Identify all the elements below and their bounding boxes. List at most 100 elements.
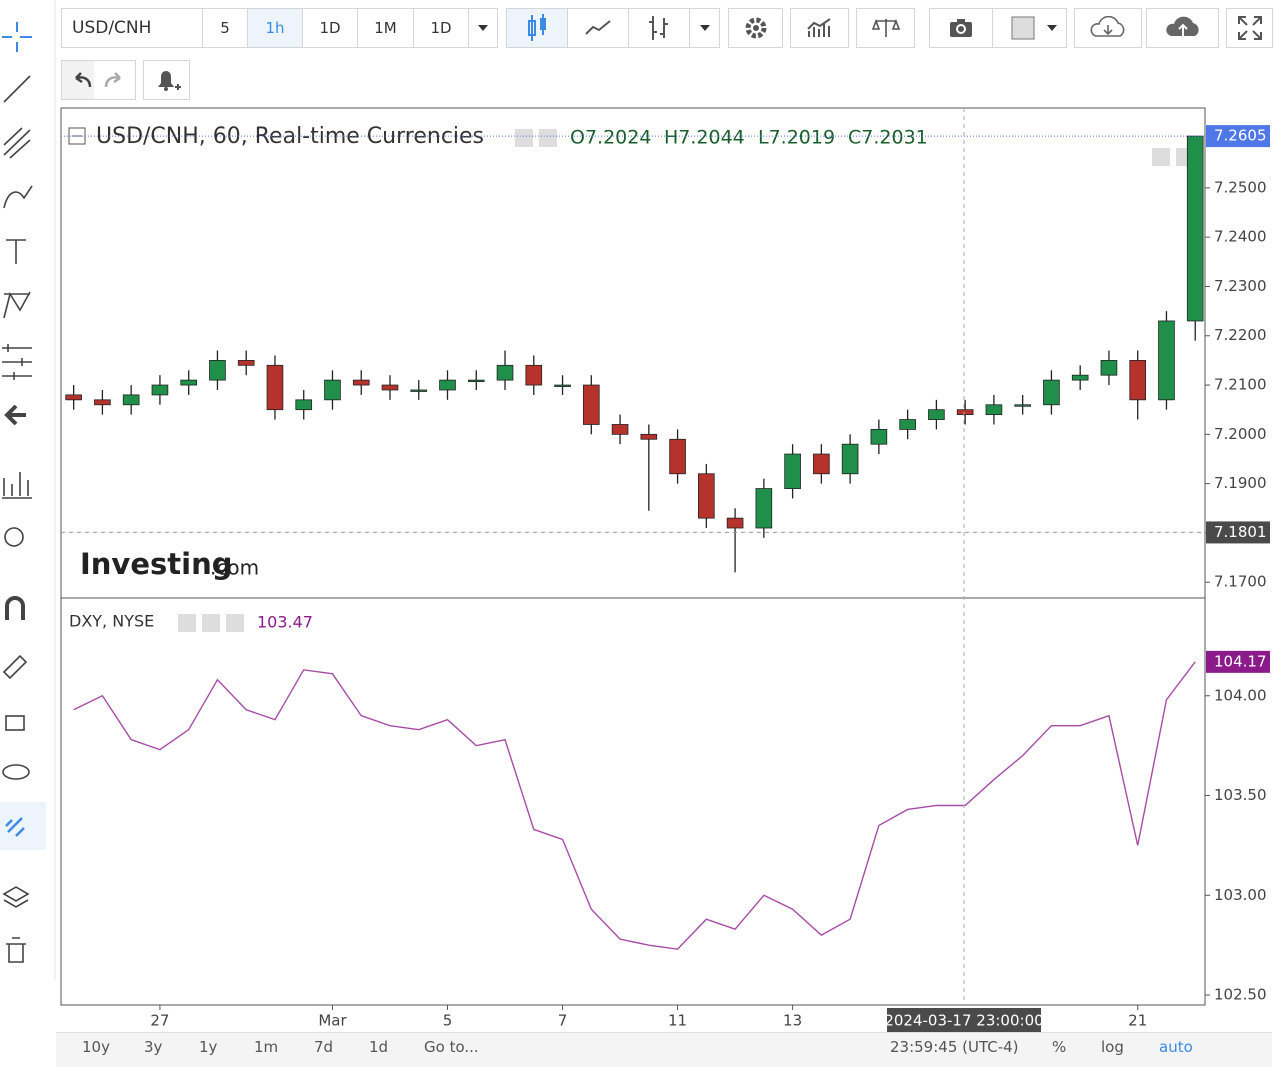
range-button[interactable]: 1y bbox=[199, 1038, 218, 1056]
interval-button[interactable]: 1D bbox=[413, 8, 469, 48]
settings-icon[interactable] bbox=[202, 614, 220, 632]
icon bbox=[745, 17, 766, 39]
icon bbox=[950, 19, 972, 37]
indicators-button[interactable] bbox=[790, 8, 849, 48]
candle-body bbox=[266, 364, 284, 411]
eye-icon[interactable] bbox=[178, 614, 196, 632]
range-button[interactable]: 7d bbox=[314, 1038, 334, 1056]
compare-button[interactable] bbox=[856, 8, 915, 48]
bars-button[interactable] bbox=[628, 8, 690, 48]
candle-body bbox=[525, 364, 543, 386]
fib-tool[interactable] bbox=[3, 127, 31, 159]
x-tick-label: 13 bbox=[783, 1012, 802, 1030]
candle-body bbox=[841, 443, 859, 475]
candle-body bbox=[956, 409, 974, 416]
candle-body bbox=[151, 384, 169, 396]
scroll-icon[interactable] bbox=[1152, 148, 1170, 166]
color-button[interactable] bbox=[992, 8, 1067, 48]
candle-body bbox=[1186, 135, 1204, 322]
candle-body bbox=[784, 453, 801, 489]
visibility-tool[interactable] bbox=[2, 764, 30, 780]
interval-button[interactable]: 5 bbox=[202, 8, 248, 48]
scale-option[interactable]: % bbox=[1052, 1038, 1067, 1056]
ohlc-low: L7.2019 bbox=[758, 127, 835, 149]
candle-body bbox=[755, 488, 773, 529]
x-tick-label: 21 bbox=[1128, 1012, 1147, 1030]
measure-tool[interactable] bbox=[2, 344, 32, 380]
text-tool[interactable] bbox=[6, 239, 26, 264]
lock-tool[interactable] bbox=[5, 715, 25, 731]
lock-draw-tool[interactable] bbox=[2, 654, 28, 680]
snapshot-button[interactable] bbox=[929, 8, 993, 48]
icon bbox=[871, 18, 900, 37]
zoom-tool[interactable] bbox=[4, 527, 24, 547]
range-button[interactable]: 1d bbox=[369, 1038, 389, 1056]
candle-body bbox=[1129, 359, 1147, 401]
save-button[interactable] bbox=[1146, 8, 1219, 48]
candle-body bbox=[410, 389, 428, 392]
crosshair-price-label: 7.1801 bbox=[1214, 523, 1267, 541]
crosshair-tool[interactable] bbox=[2, 22, 32, 52]
fullscreen-button[interactable] bbox=[1226, 8, 1273, 48]
last-price-box bbox=[1206, 125, 1270, 148]
y-tick-label: 103.00 bbox=[1214, 886, 1267, 904]
candle-body bbox=[1158, 320, 1175, 401]
y-tick-label: 7.2100 bbox=[1214, 376, 1267, 394]
line-button[interactable] bbox=[567, 8, 629, 48]
y-tick-label: 103.50 bbox=[1214, 786, 1267, 804]
crosshair-date-box bbox=[887, 1008, 1042, 1033]
candle-body bbox=[1071, 374, 1089, 381]
logo-suffix: .com bbox=[210, 556, 259, 580]
candle-button[interactable] bbox=[506, 8, 568, 48]
y-tick-label: 7.2500 bbox=[1214, 178, 1267, 196]
settings-icon[interactable] bbox=[539, 129, 557, 147]
close-icon[interactable] bbox=[226, 614, 244, 632]
range-button[interactable]: 10y bbox=[82, 1038, 110, 1056]
candle-body bbox=[582, 384, 600, 425]
x-tick-label: 11 bbox=[668, 1012, 687, 1030]
alert-button[interactable] bbox=[143, 60, 190, 100]
eye-icon[interactable] bbox=[515, 129, 533, 147]
pattern-tool[interactable] bbox=[3, 291, 31, 319]
x-tick-label: 7 bbox=[558, 1012, 568, 1030]
x-tick-label: 27 bbox=[150, 1012, 169, 1030]
dropdown[interactable] bbox=[468, 8, 498, 48]
series-line bbox=[73, 661, 1196, 950]
x-tick-label: 5 bbox=[443, 1012, 453, 1030]
ruler-tool[interactable] bbox=[2, 472, 32, 499]
ohlc-close: C7.2031 bbox=[848, 127, 928, 149]
load-button[interactable] bbox=[1074, 8, 1142, 48]
candle-body bbox=[928, 409, 945, 420]
icon bbox=[1090, 16, 1125, 37]
candle-body bbox=[899, 419, 916, 430]
layers-tool[interactable] bbox=[2, 886, 30, 908]
link-tool[interactable] bbox=[5, 817, 25, 837]
brush-tool[interactable] bbox=[3, 185, 33, 209]
dropdown[interactable] bbox=[689, 8, 720, 48]
caret bbox=[699, 25, 710, 31]
interval-button[interactable]: 1h bbox=[247, 8, 303, 48]
y-tick-label: 7.2400 bbox=[1214, 228, 1267, 246]
scale-option[interactable]: log bbox=[1101, 1038, 1124, 1056]
last-price-label: 104.17 bbox=[1214, 652, 1267, 670]
scale-option[interactable]: auto bbox=[1159, 1038, 1193, 1056]
goto-button[interactable]: Go to... bbox=[424, 1038, 479, 1056]
back-tool[interactable] bbox=[4, 404, 26, 426]
redo-button[interactable] bbox=[94, 60, 136, 100]
x-tick-label: Mar bbox=[318, 1012, 347, 1030]
range-button[interactable]: 1m bbox=[254, 1038, 279, 1056]
candle-body bbox=[870, 429, 888, 445]
symbol-input[interactable]: USD/CNH bbox=[61, 8, 203, 48]
candle-body bbox=[1014, 404, 1031, 407]
candle-body bbox=[65, 394, 82, 401]
y-tick-label: 7.2000 bbox=[1214, 425, 1267, 443]
candle-body bbox=[640, 433, 658, 440]
trend-tool[interactable] bbox=[3, 75, 31, 103]
delete-tool[interactable] bbox=[6, 937, 26, 963]
magnet-tool[interactable] bbox=[5, 596, 25, 620]
candle-body bbox=[496, 364, 514, 381]
settings-button[interactable] bbox=[728, 8, 783, 48]
y-tick-label: 7.2300 bbox=[1214, 277, 1267, 295]
range-button[interactable]: 3y bbox=[144, 1038, 163, 1056]
